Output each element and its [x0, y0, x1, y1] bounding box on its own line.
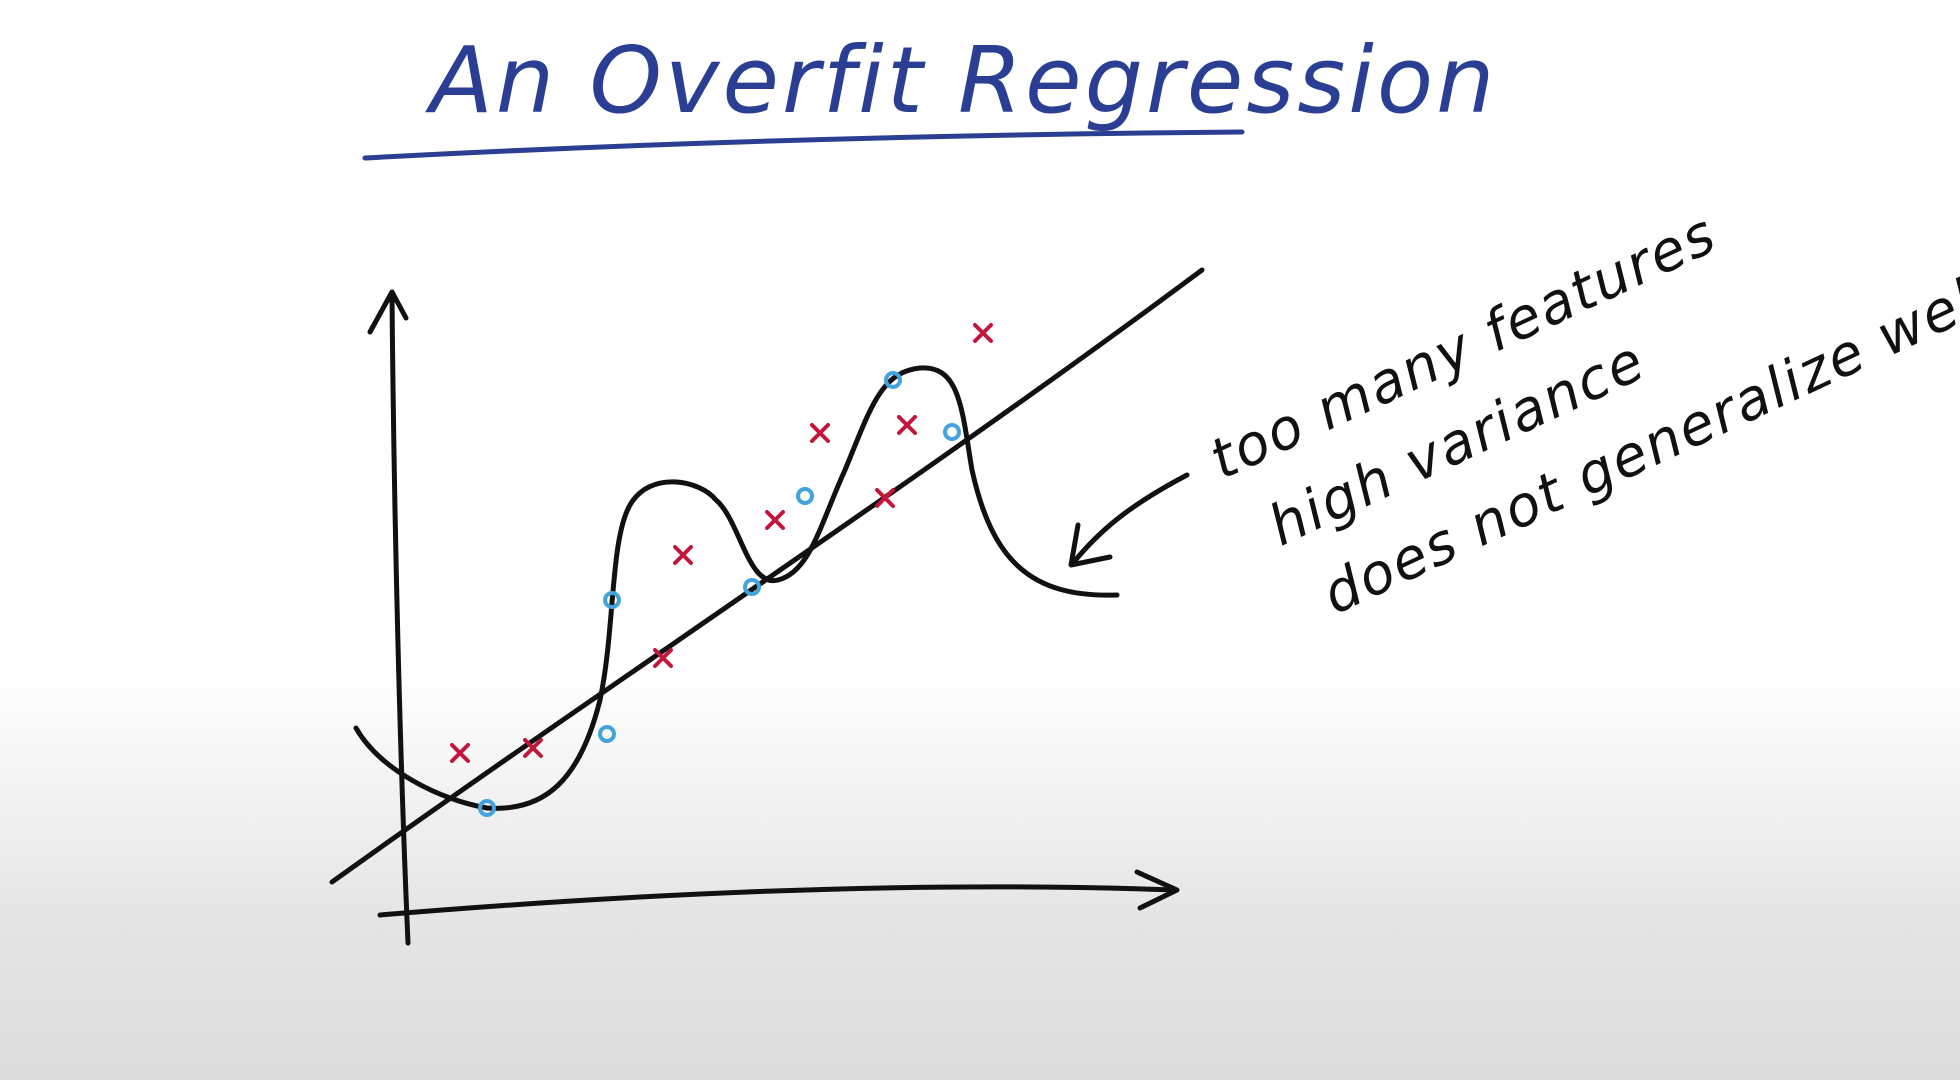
y-axis — [389, 293, 411, 946]
cross-point-3 — [653, 648, 673, 668]
cross-point-8 — [897, 415, 917, 435]
circle-point-5 — [796, 487, 814, 505]
annotation: too many features high variance does not… — [1200, 201, 1960, 627]
cross-point-1 — [450, 743, 470, 763]
title-underline — [362, 129, 1245, 161]
cross-point-4 — [673, 545, 693, 565]
cross-point-7 — [875, 488, 895, 508]
regression-line — [329, 267, 1205, 885]
cross-point-9 — [973, 323, 993, 343]
circle-data-points — [478, 371, 961, 817]
y-axis-arrowhead — [367, 289, 409, 335]
cross-point-2 — [523, 738, 543, 758]
overfit-curve — [353, 365, 1120, 811]
circle-point-6 — [884, 371, 902, 389]
circle-point-7 — [943, 423, 961, 441]
cross-point-5 — [765, 510, 785, 530]
diagram-title: An Overfit Regression — [425, 27, 1497, 134]
cross-data-points — [450, 323, 993, 763]
circle-point-3 — [603, 591, 621, 609]
circle-point-2 — [598, 725, 616, 743]
circle-point-1 — [478, 799, 496, 817]
x-axis-arrowhead — [1134, 869, 1180, 911]
annotation-arrow — [1068, 472, 1190, 568]
x-axis — [377, 884, 1178, 918]
axes — [367, 289, 1180, 946]
cross-point-6 — [810, 423, 830, 443]
circle-point-4 — [743, 578, 761, 596]
